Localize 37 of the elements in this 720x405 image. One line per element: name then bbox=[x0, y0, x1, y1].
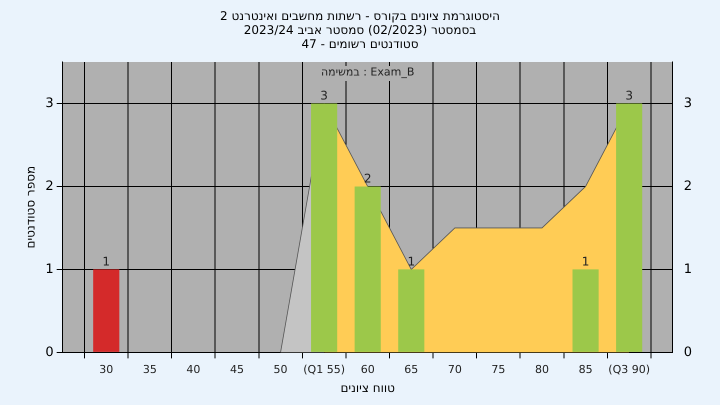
chart-title: היסטוגרמת ציונים בקורס - רשתות מחשבים ואינטרנט 2 bbox=[219, 9, 501, 23]
bar bbox=[572, 269, 599, 352]
x-tick-label: (Q1 55) bbox=[303, 362, 345, 376]
x-tick-label: 30 bbox=[99, 362, 114, 376]
y2-tick-label: 0 bbox=[684, 344, 692, 360]
y-axis-title: מספר סטודנטים bbox=[23, 166, 38, 249]
bar bbox=[93, 269, 120, 352]
x-tick-label: 50 bbox=[274, 362, 288, 376]
x-tick-label: 85 bbox=[578, 362, 593, 376]
y2-tick-label: 1 bbox=[684, 262, 692, 277]
x-tick-label: 80 bbox=[535, 362, 549, 376]
bar bbox=[354, 186, 381, 352]
x-tick-label: 75 bbox=[491, 362, 506, 376]
x-tick-label: 40 bbox=[186, 362, 200, 376]
annotation: Exam_B : במשימה bbox=[320, 65, 414, 78]
data-label: 3 bbox=[320, 88, 328, 103]
chart-subtitle: בסמסטר (02/2023) סמסטר אביב 2023/24 סטודנטים רשומים - 47 bbox=[242, 23, 478, 51]
x-tick-label: 70 bbox=[448, 362, 462, 376]
data-label: 1 bbox=[582, 254, 590, 269]
y-tick-label: 2 bbox=[45, 178, 54, 194]
bar bbox=[398, 269, 424, 352]
x-tick-label: (Q3 90) bbox=[608, 362, 650, 376]
x-axis-title: טווח ציונים bbox=[340, 380, 396, 395]
y-tick-label: 3 bbox=[45, 96, 54, 111]
y2-tick-label: 2 bbox=[684, 178, 692, 194]
x-tick-label: 35 bbox=[142, 362, 157, 376]
data-label: 3 bbox=[625, 88, 633, 103]
x-tick-label: 65 bbox=[404, 362, 418, 376]
data-label: 1 bbox=[102, 254, 110, 269]
bar bbox=[616, 103, 642, 352]
data-label: 2 bbox=[364, 172, 372, 186]
x-tick-label: 60 bbox=[360, 362, 375, 376]
data-label: 1 bbox=[407, 254, 416, 269]
y-tick-label: 0 bbox=[45, 344, 54, 360]
y-tick-label: 1 bbox=[45, 262, 54, 277]
y2-tick-label: 3 bbox=[684, 96, 692, 111]
x-tick-label: 45 bbox=[230, 362, 244, 376]
